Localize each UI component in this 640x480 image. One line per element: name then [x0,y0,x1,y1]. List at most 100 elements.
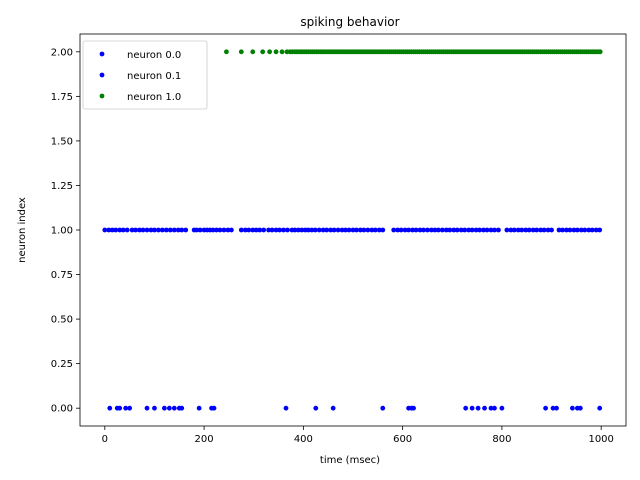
spike-point-series-1 [225,227,231,233]
spike-point-series-1 [413,227,419,233]
spike-point-series-2 [260,49,266,55]
spike-point-series-1 [328,227,334,233]
x-tick-label: 400 [294,434,313,445]
spike-point-series-1 [402,227,408,233]
spike-point-series-1 [508,227,514,233]
spike-point-series-0 [283,405,289,411]
spike-point-series-1 [586,227,592,233]
spike-point-series-1 [246,227,252,233]
spike-point-series-1 [504,227,510,233]
spike-point-series-1 [238,227,244,233]
spike-point-series-0 [161,405,167,411]
spike-point-series-1 [309,227,315,233]
spike-point-series-1 [163,227,169,233]
y-tick-label: 0.50 [51,315,73,326]
spike-point-series-1 [567,227,573,233]
spike-point-series-2 [267,49,273,55]
spike-point-series-1 [335,227,341,233]
spike-point-series-1 [358,227,363,233]
y-tick-label: 1.25 [51,181,73,192]
spike-point-series-1 [156,227,161,233]
spike-point-series-0 [313,405,319,411]
spike-point-series-1 [425,227,430,233]
y-tick-label: 1.00 [51,226,73,237]
spike-point-series-1 [369,227,375,233]
spike-point-series-1 [281,227,286,233]
spike-point-series-1 [410,227,415,233]
spike-point-series-1 [253,227,259,233]
spike-point-series-1 [194,227,200,233]
spike-point-series-1 [526,227,532,233]
spike-point-series-1 [447,227,453,233]
spike-point-series-1 [597,227,603,233]
spike-point-series-1 [183,227,189,233]
legend-items: neuron 0.0 neuron 0.1 neuron 1.0 [99,50,181,103]
spike-point-series-1 [113,227,119,233]
spike-point-series-1 [421,227,426,233]
legend-label-series-2: neuron 1.0 [127,92,181,103]
spike-point-series-0 [482,405,487,411]
spike-point-series-1 [556,227,562,233]
spike-point-series-1 [443,227,449,233]
spike-point-series-0 [117,405,123,411]
spike-point-series-1 [217,227,223,233]
spike-point-series-1 [361,227,367,233]
spike-point-series-0 [107,405,113,411]
spike-point-series-1 [469,227,475,233]
spike-point-series-1 [109,227,115,233]
spike-point-series-1 [350,227,356,233]
spike-point-series-1 [439,227,445,233]
spike-point-series-1 [406,227,411,233]
spike-point-series-1 [305,227,311,233]
spike-point-series-1 [257,227,263,233]
spike-point-series-0 [179,405,185,411]
chart-title: spiking behavior [300,15,399,29]
spike-point-series-1 [574,227,580,233]
spike-point-series-1 [417,227,423,233]
spike-point-series-1 [137,227,142,233]
spike-point-series-0 [597,405,603,411]
spike-point-series-1 [435,227,441,233]
y-tick-label: 0.25 [51,359,73,370]
spike-point-series-1 [541,227,547,233]
legend-box [82,40,208,110]
spike-point-series-1 [477,227,482,233]
spike-point-series-0 [166,405,172,411]
spike-point-series-1 [380,227,386,233]
spike-point-series-1 [473,227,479,233]
spike-point-series-1 [511,227,517,233]
spike-point-series-1 [250,227,256,233]
spike-point-series-0 [550,405,556,411]
spike-point-series-1 [221,227,227,233]
spike-point-series-1 [277,227,282,233]
spike-point-series-0 [569,405,575,411]
spike-point-series-2 [224,49,229,55]
plot-layer [102,49,603,411]
spike-point-series-1 [242,227,248,233]
spike-point-series-0 [543,405,548,411]
spike-point-series-0 [123,405,129,411]
spike-point-series-1 [462,227,468,233]
spike-point-series-1 [376,227,382,233]
spike-point-series-1 [538,227,544,233]
spike-point-series-1 [292,227,298,233]
spike-point-series-1 [398,227,404,233]
legend-marker-series-2 [99,93,105,99]
spike-point-series-1 [549,227,554,233]
legend-label-series-0: neuron 0.0 [127,50,181,61]
spike-point-series-2 [238,49,244,55]
spike-point-series-1 [120,227,126,233]
spike-point-series-1 [339,227,345,233]
x-tick-label: 1000 [588,434,613,445]
spike-point-series-1 [582,227,588,233]
spike-point-series-1 [299,227,305,233]
spike-point-series-1 [160,227,165,233]
spike-point-series-1 [346,227,352,233]
spike-point-series-1 [451,227,457,233]
legend-marker-series-0 [99,51,105,57]
spike-point-series-0 [488,405,494,411]
spike-point-series-1 [560,227,565,233]
spike-point-series-0 [196,405,202,411]
spike-point-series-1 [228,227,234,233]
